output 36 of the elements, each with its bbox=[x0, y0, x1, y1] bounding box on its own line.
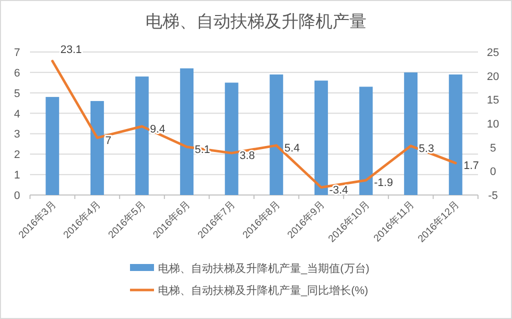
legend-label: 电梯、自动扶梯及升降机产量_当期值(万台) bbox=[158, 262, 370, 275]
data-label: -1.9 bbox=[374, 177, 393, 190]
y-tick-label: 0 bbox=[14, 190, 20, 202]
legend-label: 电梯、自动扶梯及升降机产量_同比增长(%) bbox=[158, 284, 368, 297]
chart-title: 电梯、自动扶梯及升降机产量 bbox=[146, 12, 366, 31]
data-label: 1.7 bbox=[464, 160, 479, 172]
y2-tick-label: 20 bbox=[486, 70, 500, 83]
y-tick-label: 4 bbox=[14, 108, 20, 120]
y2-tick-label: 0 bbox=[490, 166, 496, 178]
bar bbox=[314, 80, 328, 195]
data-label: 23.1 bbox=[60, 44, 82, 56]
bar bbox=[404, 72, 418, 195]
y2-tick-label: 25 bbox=[486, 47, 500, 59]
y-tick-label: 7 bbox=[14, 47, 20, 59]
bar bbox=[135, 76, 149, 195]
y-tick-label: 1 bbox=[14, 170, 20, 182]
bar bbox=[448, 74, 462, 195]
bar bbox=[180, 68, 194, 195]
y-tick-label: 6 bbox=[14, 67, 20, 80]
data-label: 5.4 bbox=[284, 142, 300, 154]
data-label: 9.4 bbox=[150, 123, 166, 136]
bar bbox=[46, 96, 60, 195]
y-tick-label: 2 bbox=[14, 149, 20, 162]
y2-tick-label: 5 bbox=[490, 142, 496, 154]
y2-tick-label: 15 bbox=[486, 94, 500, 107]
data-label: 3.8 bbox=[240, 150, 255, 162]
bar bbox=[359, 86, 373, 195]
bar bbox=[270, 74, 284, 195]
y-tick-label: 3 bbox=[14, 128, 20, 141]
data-label: 7 bbox=[105, 134, 112, 147]
y2-tick-label: -5 bbox=[488, 190, 498, 202]
bar bbox=[90, 101, 104, 195]
data-label: -3.4 bbox=[329, 184, 348, 196]
y-tick-label: 5 bbox=[14, 88, 20, 100]
y2-tick-label: 10 bbox=[486, 118, 500, 130]
bar bbox=[224, 82, 238, 195]
